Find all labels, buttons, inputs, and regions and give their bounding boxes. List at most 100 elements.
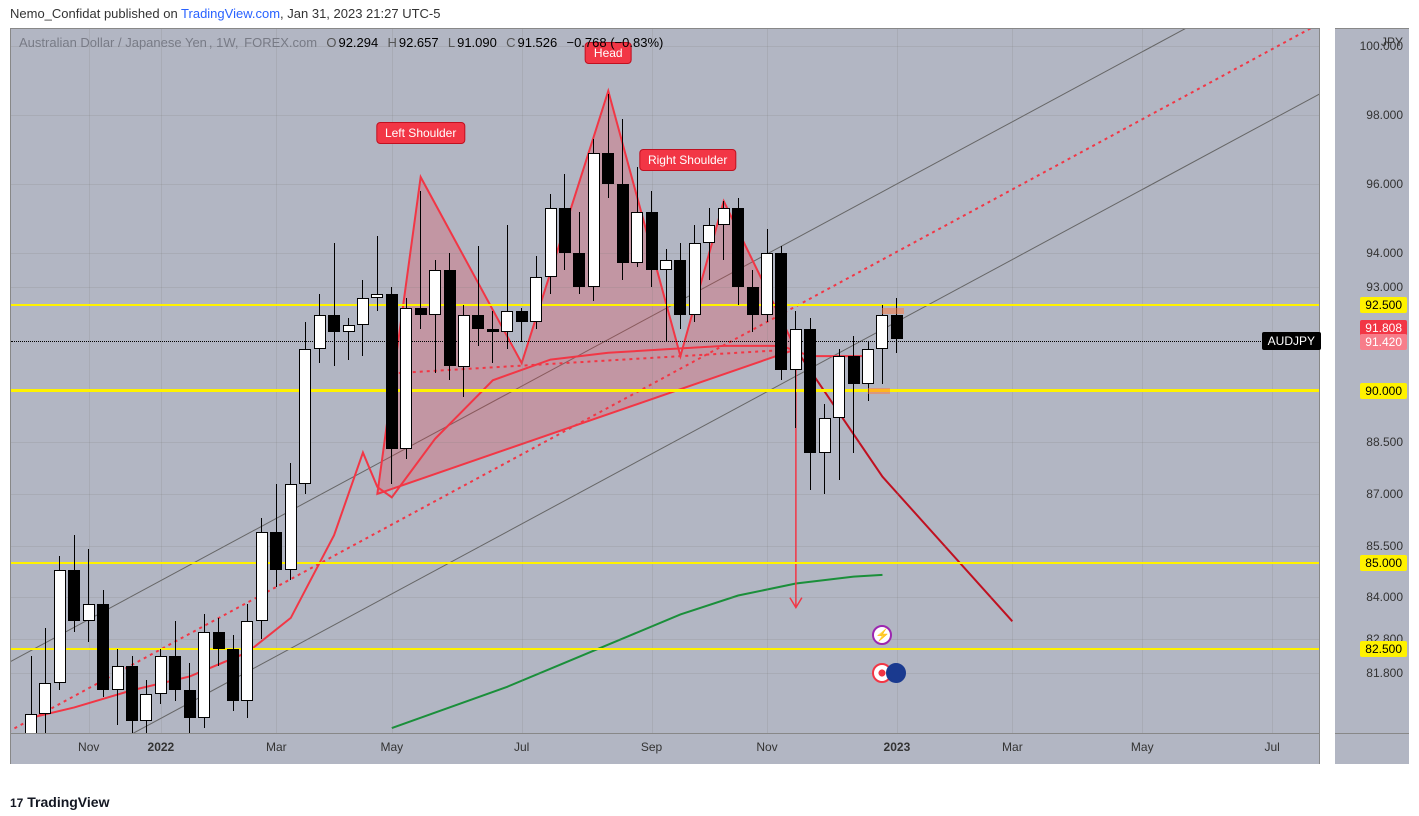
candle[interactable]: [487, 329, 499, 332]
time-axis[interactable]: Nov2022MarMayJulSepNov2023MarMayJul: [10, 734, 1320, 764]
candle[interactable]: [285, 484, 297, 570]
candle[interactable]: [530, 277, 542, 322]
candle[interactable]: [155, 656, 167, 694]
candle[interactable]: [862, 349, 874, 383]
time-tick: 2022: [148, 740, 175, 754]
time-tick: Nov: [78, 740, 99, 754]
candle[interactable]: [761, 253, 773, 315]
candle[interactable]: [444, 270, 456, 366]
candle[interactable]: [68, 570, 80, 622]
candle[interactable]: [328, 315, 340, 332]
candle[interactable]: [631, 212, 643, 264]
horizontal-line[interactable]: [11, 389, 1319, 392]
time-tick: May: [1131, 740, 1154, 754]
candle[interactable]: [343, 325, 355, 332]
time-tick: Mar: [266, 740, 287, 754]
candle[interactable]: [833, 356, 845, 418]
price-tick: 96.000: [1366, 177, 1403, 191]
candle[interactable]: [602, 153, 614, 184]
candle[interactable]: [458, 315, 470, 367]
candle[interactable]: [790, 329, 802, 370]
candle[interactable]: [213, 632, 225, 649]
candle[interactable]: [732, 208, 744, 287]
candle[interactable]: [126, 666, 138, 721]
price-tick: 85.000: [1360, 555, 1407, 571]
candle[interactable]: [559, 208, 571, 253]
candle[interactable]: [891, 315, 903, 339]
ticker-label: AUDJPY: [1262, 332, 1321, 350]
candle[interactable]: [501, 311, 513, 332]
candle[interactable]: [256, 532, 268, 622]
time-tick: Sep: [641, 740, 662, 754]
price-tick: 100.000: [1360, 39, 1403, 53]
time-tick: 2023: [884, 740, 911, 754]
candle[interactable]: [112, 666, 124, 690]
candle[interactable]: [400, 308, 412, 449]
candle[interactable]: [386, 294, 398, 449]
horizontal-line[interactable]: [11, 562, 1319, 564]
chart-area[interactable]: Australian Dollar / Japanese Yen, 1W, FO…: [10, 28, 1320, 734]
footer-logo: 17 TradingView: [10, 794, 109, 810]
pattern-label[interactable]: Right Shoulder: [639, 149, 736, 171]
price-tick: 93.000: [1366, 280, 1403, 294]
time-tick: Mar: [1002, 740, 1023, 754]
candle[interactable]: [25, 714, 37, 734]
candle[interactable]: [54, 570, 66, 684]
price-tick: 91.420: [1360, 334, 1407, 350]
price-tick: 88.500: [1366, 435, 1403, 449]
candle[interactable]: [703, 225, 715, 242]
price-tick: 87.000: [1366, 487, 1403, 501]
candle[interactable]: [718, 208, 730, 225]
candle[interactable]: [241, 621, 253, 700]
price-tick: 92.500: [1360, 297, 1407, 313]
candle[interactable]: [184, 690, 196, 718]
candle[interactable]: [198, 632, 210, 718]
candle[interactable]: [646, 212, 658, 271]
publish-header: Nemo_Confidat published on TradingView.c…: [10, 6, 440, 21]
candle[interactable]: [848, 356, 860, 384]
candle[interactable]: [617, 184, 629, 263]
candle[interactable]: [299, 349, 311, 483]
price-tick: 81.800: [1366, 666, 1403, 680]
price-tick: 94.000: [1366, 246, 1403, 260]
time-tick: May: [380, 740, 403, 754]
candle[interactable]: [415, 308, 427, 315]
candle[interactable]: [804, 329, 816, 453]
candle[interactable]: [545, 208, 557, 277]
price-tick: 98.000: [1366, 108, 1403, 122]
candle[interactable]: [97, 604, 109, 690]
time-tick: Nov: [756, 740, 777, 754]
candle[interactable]: [39, 683, 51, 714]
candle[interactable]: [314, 315, 326, 349]
chart-container: Australian Dollar / Japanese Yen, 1W, FO…: [10, 28, 1409, 764]
site-link[interactable]: TradingView.com: [181, 6, 280, 21]
candle[interactable]: [775, 253, 787, 370]
candle[interactable]: [371, 294, 383, 297]
candle[interactable]: [573, 253, 585, 287]
candle[interactable]: [689, 243, 701, 315]
bolt-icon[interactable]: ⚡: [872, 625, 892, 645]
candle[interactable]: [876, 315, 888, 349]
candle[interactable]: [227, 649, 239, 701]
candle[interactable]: [588, 153, 600, 287]
price-tick: 85.500: [1366, 539, 1403, 553]
candle[interactable]: [429, 270, 441, 315]
price-tick: 82.500: [1360, 641, 1407, 657]
candle[interactable]: [140, 694, 152, 722]
candle[interactable]: [660, 260, 672, 270]
author: Nemo_Confidat: [10, 6, 100, 21]
candle[interactable]: [270, 532, 282, 570]
candle[interactable]: [516, 311, 528, 321]
time-tick: Jul: [1264, 740, 1279, 754]
pattern-label[interactable]: Left Shoulder: [376, 122, 465, 144]
candle[interactable]: [357, 298, 369, 326]
candle[interactable]: [674, 260, 686, 315]
price-tick: 90.000: [1360, 383, 1407, 399]
candle[interactable]: [169, 656, 181, 690]
candle[interactable]: [83, 604, 95, 621]
candle[interactable]: [819, 418, 831, 452]
candle[interactable]: [472, 315, 484, 329]
candle[interactable]: [747, 287, 759, 315]
price-tick: 84.000: [1366, 590, 1403, 604]
price-axis[interactable]: JPY 100.00098.00096.00094.00093.00092.50…: [1335, 28, 1409, 734]
